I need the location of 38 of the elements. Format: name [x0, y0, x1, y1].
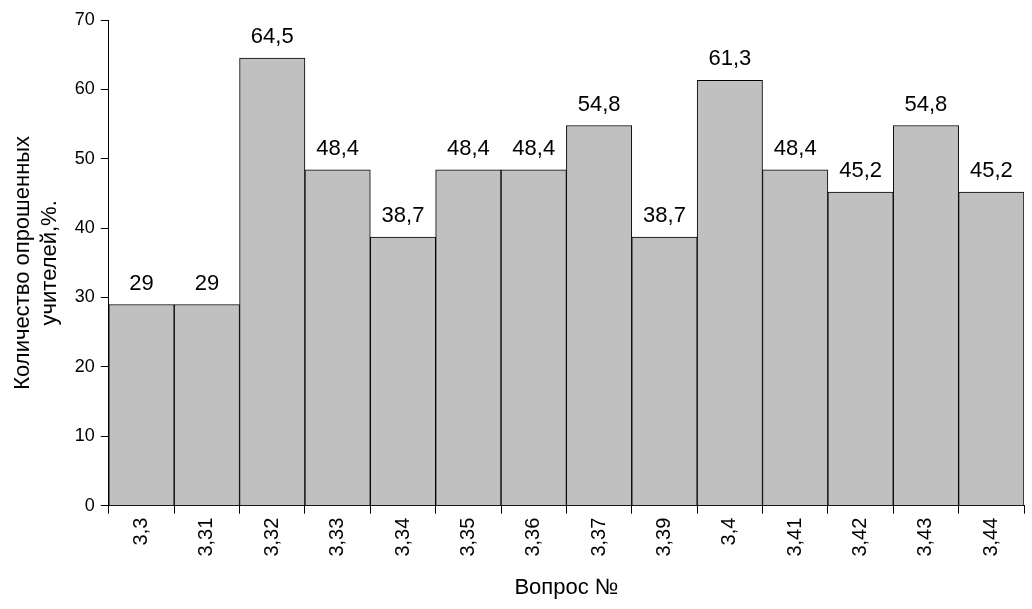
data-label: 48,4 [773, 134, 817, 160]
data-label: 48,4 [512, 134, 556, 160]
x-tick-label: 3,35 [455, 517, 478, 557]
data-label: 64,5 [250, 23, 294, 49]
x-axis-title: Вопрос № [514, 573, 619, 599]
y-tick-label: 50 [74, 147, 95, 168]
x-tick-label: 3,3 [129, 517, 152, 546]
data-label: 29 [194, 269, 220, 295]
x-tick-label: 3,31 [194, 517, 217, 557]
data-label: 45,2 [969, 157, 1013, 183]
y-tick-label: 30 [74, 286, 95, 307]
x-tick-label: 3,43 [913, 517, 936, 557]
data-label: 38,7 [643, 202, 686, 228]
data-label: 45,2 [839, 157, 882, 183]
y-tick-label: 60 [74, 78, 95, 99]
data-label: 61,3 [708, 45, 752, 71]
x-tick-label: 3,33 [325, 517, 348, 557]
x-tick-label: 3,34 [390, 517, 413, 557]
data-label: 38,7 [381, 202, 425, 228]
x-tick-label: 3,4 [717, 517, 740, 546]
data-label: 48,4 [446, 134, 490, 160]
x-tick-label: 3,39 [651, 517, 674, 557]
data-label: 29 [129, 269, 154, 295]
data-label: 54,8 [577, 90, 621, 116]
data-label: 54,8 [904, 90, 948, 116]
y-axis-title: Количество опрошенных учителей,%. [9, 135, 61, 390]
y-tick-label: 0 [84, 494, 95, 515]
y-tick-label: 20 [74, 355, 95, 376]
x-tick-label: 3,44 [978, 517, 1001, 557]
y-tick-label: 10 [74, 425, 95, 446]
y-tick-label: 40 [74, 217, 95, 238]
y-tick-label: 70 [74, 8, 95, 29]
x-tick-label: 3,32 [259, 517, 282, 557]
data-label: 48,4 [316, 134, 360, 160]
x-tick-label: 3,36 [521, 517, 544, 557]
x-tick-label: 3,42 [848, 517, 871, 557]
x-tick-label: 3,37 [586, 517, 609, 557]
x-tick-label: 3,41 [782, 517, 805, 557]
